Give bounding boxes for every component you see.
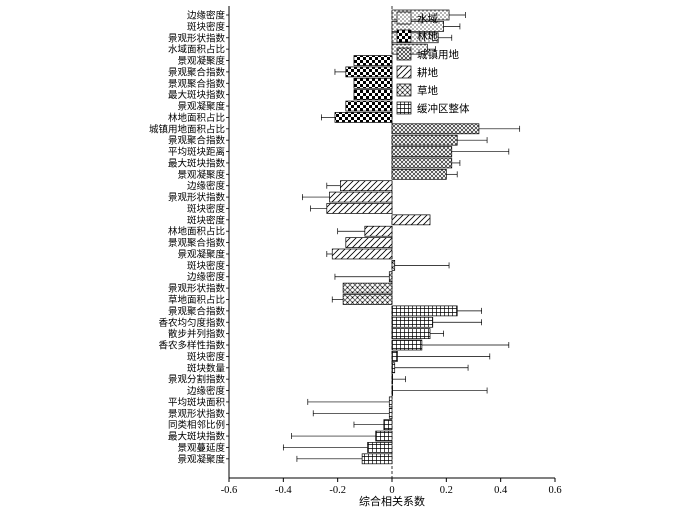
category-label: 林地面积占比 — [168, 112, 225, 124]
category-label: 林地面积占比 — [168, 226, 225, 238]
legend-label: 水域 — [417, 12, 438, 25]
bar — [391, 362, 396, 374]
legend-swatch — [396, 83, 412, 97]
bar — [361, 453, 393, 465]
bar — [391, 157, 453, 169]
bar — [391, 328, 431, 339]
category-label: 景观凝聚度 — [177, 248, 225, 260]
bar — [391, 339, 423, 351]
bar — [364, 225, 393, 237]
category-label: 斑块密度 — [187, 260, 226, 272]
category-label: 景观凝聚度 — [177, 453, 225, 465]
category-label: 边缘密度 — [187, 10, 226, 22]
x-tick-label: -0.4 — [275, 485, 292, 496]
x-tick-label: -0.6 — [221, 485, 238, 496]
bar — [353, 55, 393, 66]
x-axis-label: 综合相关系数 — [359, 494, 425, 508]
bar — [391, 305, 458, 317]
bar — [345, 237, 393, 248]
category-label: 景观形状指数 — [168, 32, 226, 44]
legend-label: 缓冲区整体 — [417, 102, 470, 115]
category-label: 景观凝聚度 — [177, 101, 225, 113]
category-label: 斑块密度 — [187, 214, 226, 226]
legend-label: 草地 — [417, 84, 438, 97]
x-tick-label: 0.2 — [440, 485, 453, 496]
bar — [334, 112, 393, 123]
bar — [391, 168, 447, 180]
bar — [342, 294, 393, 305]
bar — [375, 430, 393, 442]
bar — [388, 271, 393, 283]
bar — [367, 442, 393, 453]
x-tick-label: 0.6 — [548, 485, 561, 496]
category-label: 景观分割指数 — [168, 374, 226, 386]
bar — [391, 134, 458, 146]
bar — [391, 351, 398, 362]
category-label: 水域面积占比 — [168, 44, 225, 56]
legend-swatch — [396, 101, 412, 115]
category-label: 景观聚合指数 — [168, 135, 226, 147]
category-label: 同类相邻比例 — [168, 419, 225, 431]
category-label: 边缘密度 — [187, 180, 226, 192]
bar — [331, 248, 393, 260]
bar — [345, 100, 393, 112]
x-tick-label: 0.4 — [494, 485, 508, 496]
plot-area: -0.6 -0.4 -0.2 0 0.2 0.4 0.6综合相关系数边缘密度斑块密度景观形状… — [149, 6, 562, 508]
bar — [391, 260, 396, 271]
category-label: 景观凝聚度 — [177, 55, 225, 67]
category-label: 香农多样性指数 — [158, 340, 225, 352]
category-label: 香农均匀度指数 — [158, 317, 225, 329]
category-label: 景观蔓延度 — [177, 442, 225, 454]
category-label: 景观聚合指数 — [168, 237, 226, 249]
bar — [345, 66, 393, 78]
x-tick-label: 0 — [389, 485, 394, 496]
category-label: 景观形状指数 — [168, 283, 226, 295]
legend-label: 耕地 — [417, 66, 438, 79]
category-label: 景观聚合指数 — [168, 78, 226, 90]
bar — [326, 203, 393, 214]
category-label: 最大斑块指数 — [168, 431, 226, 443]
category-label: 草地面积占比 — [168, 294, 225, 306]
x-tick-label: -0.2 — [329, 485, 346, 496]
category-label: 边缘密度 — [187, 385, 226, 397]
legend-swatch — [396, 47, 412, 61]
category-label: 斑块数量 — [187, 362, 226, 374]
bar — [329, 191, 393, 203]
bar — [383, 419, 393, 431]
category-label: 景观形状指数 — [168, 408, 226, 420]
category-label: 边缘密度 — [187, 271, 226, 283]
bar — [388, 396, 393, 408]
bar — [388, 407, 393, 419]
category-label: 景观形状指数 — [168, 192, 226, 204]
category-label: 城镇用地面积占比 — [149, 123, 225, 135]
category-label: 景观聚合指数 — [168, 66, 226, 78]
category-label: 斑块密度 — [187, 351, 226, 363]
category-label: 斑块密度 — [187, 21, 226, 33]
category-label: 散步并列指数 — [168, 328, 226, 340]
bar — [353, 77, 393, 89]
legend-label: 林地 — [417, 30, 438, 43]
category-label: 平均斑块距离 — [168, 146, 225, 158]
legend-label: 城镇用地 — [417, 48, 459, 61]
legend-swatch — [396, 65, 412, 79]
category-label: 平均斑块面积 — [168, 396, 226, 408]
legend-swatch — [396, 29, 412, 43]
category-label: 最大斑块指数 — [168, 89, 226, 101]
bar — [391, 146, 453, 157]
bar — [391, 123, 480, 135]
category-label: 景观聚合指数 — [168, 305, 226, 317]
category-label: 斑块密度 — [187, 203, 226, 215]
legend-swatch — [396, 11, 412, 25]
bar — [391, 316, 434, 328]
bar — [340, 180, 393, 192]
category-label: 最大斑块指数 — [168, 157, 226, 169]
bar — [391, 214, 431, 226]
bar — [342, 282, 393, 294]
category-label: 景观凝聚度 — [177, 169, 225, 181]
bar — [353, 89, 393, 101]
